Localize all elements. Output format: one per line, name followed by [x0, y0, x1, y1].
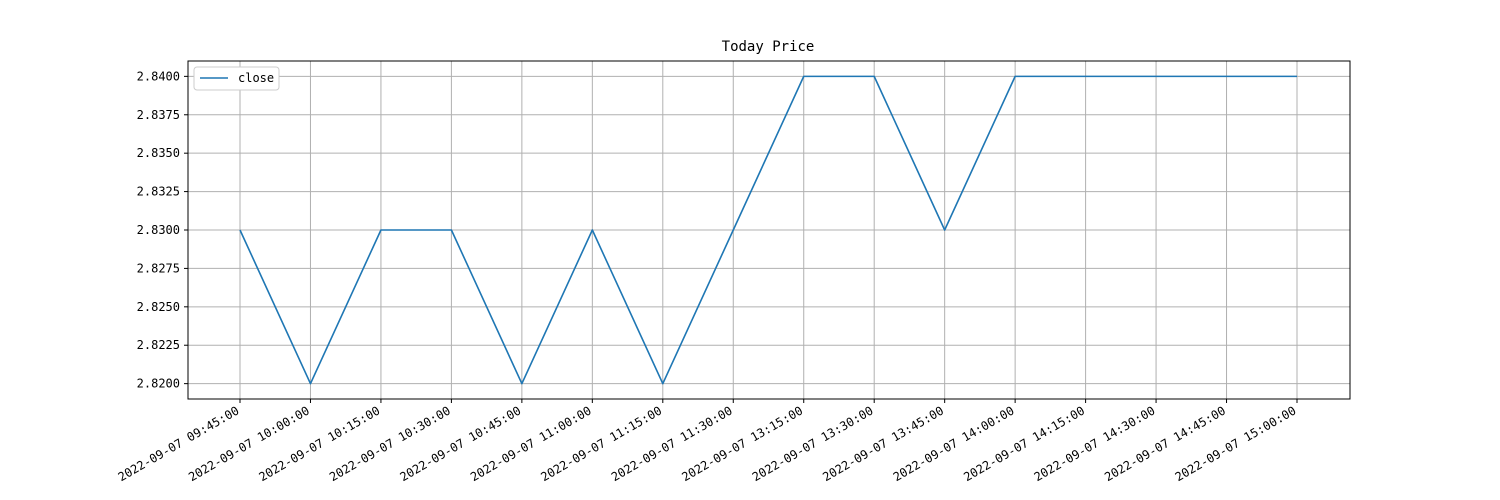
y-tick-label: 2.8200 — [137, 377, 180, 391]
legend: close — [193, 66, 280, 91]
y-tick-label: 2.8275 — [137, 261, 180, 275]
legend-label-close: close — [238, 71, 274, 85]
series-line-close — [239, 75, 1297, 385]
y-tick-label: 2.8375 — [137, 108, 180, 122]
legend-box — [193, 66, 280, 91]
y-tick-label: 2.8225 — [137, 338, 180, 352]
y-tick-label: 2.8350 — [137, 146, 180, 160]
y-tick-label: 2.8250 — [137, 300, 180, 314]
y-tick-label: 2.8400 — [137, 69, 180, 83]
chart-title: Today Price — [722, 39, 815, 55]
y-axis: 2.8200 2.8225 2.8250 2.8275 2.8300 2.8325 2.83… — [137, 69, 188, 391]
y-tick-label: 2.8325 — [137, 185, 180, 199]
series-layer — [239, 75, 1297, 385]
y-tick-label: 2.8300 — [137, 223, 180, 237]
